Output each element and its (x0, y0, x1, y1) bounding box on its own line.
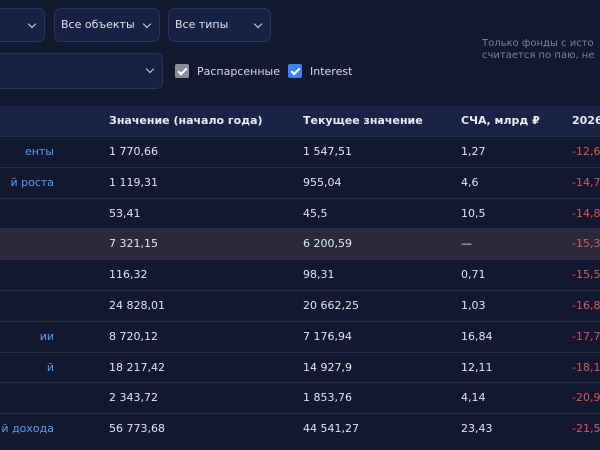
note-text: Только фонды с исто (482, 38, 594, 49)
value-cell: 4,6 (461, 175, 479, 189)
value-cell: -12,6 (572, 145, 600, 158)
value-cell: -15,3 (572, 237, 600, 251)
fund-name[interactable]: й роста (10, 175, 54, 189)
note-text: считается по паю, не (482, 50, 595, 61)
value-cell: 7 176,94 (303, 329, 352, 343)
table-header: Значение (начало года) Текущее значение СЧ… (0, 106, 600, 136)
value-cell: 1 547,51 (303, 145, 352, 158)
table-row[interactable]: 116,32 98,31 0,71 -15,5 (0, 259, 600, 290)
value-cell: 955,04 (303, 175, 342, 189)
table-row[interactable]: 24 828,01 20 662,25 1,03 -16,8 (0, 290, 600, 321)
fund-name[interactable]: й дохода (1, 422, 54, 436)
value-cell: 1,27 (461, 145, 486, 158)
value-cell: 56 773,68 (109, 422, 165, 436)
table-row[interactable]: 53,41 45,5 10,5 -14,8 (0, 197, 600, 229)
select[interactable] (0, 8, 45, 42)
checkbox[interactable]: Распарсенные (175, 64, 280, 78)
value-cell: 0,71 (461, 268, 486, 282)
value-cell: 44 541,27 (303, 422, 359, 436)
value-cell: 20 662,25 (303, 299, 359, 312)
value-cell: 24 828,01 (109, 299, 165, 312)
table-row[interactable]: 7 321,15 6 200,59 — -15,3 (0, 228, 600, 260)
value-cell: -15,5 (572, 268, 600, 282)
table-row[interactable]: й 18 217,42 14 927,9 12,11 -18,1 (0, 351, 600, 383)
checkbox-box[interactable] (288, 64, 302, 78)
value-cell: 45,5 (303, 206, 328, 220)
value-cell: 10,5 (461, 206, 486, 220)
checkbox-label: Распарсенные (197, 64, 280, 78)
checkbox[interactable]: Interest (288, 64, 352, 78)
value-cell: 18 217,42 (109, 360, 165, 374)
value-cell: 2 343,72 (109, 391, 158, 405)
value-cell: 116,32 (109, 268, 148, 282)
select[interactable]: Все типы (168, 8, 271, 42)
value-cell: 14 927,9 (303, 360, 352, 374)
value-cell: 7 321,15 (109, 237, 158, 251)
value-cell: -14,8 (572, 206, 600, 220)
value-cell: -21,5 (572, 422, 600, 436)
value-cell: 98,31 (303, 268, 335, 282)
value-cell: -17,7 (572, 329, 600, 343)
value-cell: -16,8 (572, 299, 600, 312)
table-row[interactable]: й роста 1 119,31 955,04 4,6 -14,7 (0, 166, 600, 198)
value-cell: 1,03 (461, 299, 486, 312)
value-cell: 1 770,66 (109, 145, 158, 158)
header-cell[interactable]: СЧА, млрд ₽ (461, 114, 540, 127)
fund-name[interactable]: енты (24, 145, 54, 158)
fund-name[interactable]: й (46, 360, 54, 374)
select[interactable] (0, 53, 163, 89)
value-cell: 1 853,76 (303, 391, 352, 405)
value-cell: 23,43 (461, 422, 493, 436)
table-row[interactable]: 2 343,72 1 853,76 4,14 -20,9 (0, 382, 600, 413)
value-cell: 53,41 (109, 206, 141, 220)
value-cell: -14,7 (572, 175, 600, 189)
value-cell: -20,9 (572, 391, 600, 405)
header-cell[interactable]: Значение (начало года) (109, 114, 263, 127)
checkbox-label: Interest (310, 64, 353, 78)
table-row[interactable]: й дохода 56 773,68 44 541,27 23,43 -21,5 (0, 413, 600, 444)
value-cell: 1 119,31 (109, 175, 158, 189)
table-row[interactable]: ии 8 720,12 7 176,94 16,84 -17,7 (0, 320, 600, 352)
value-cell: -18,1 (572, 360, 600, 374)
value-cell: 8 720,12 (109, 329, 158, 343)
header-cell[interactable]: Текущее значение (303, 114, 423, 127)
value-cell: 6 200,59 (303, 237, 352, 251)
fund-name[interactable]: ии (39, 329, 54, 343)
value-cell: 16,84 (461, 329, 493, 343)
value-cell: 12,11 (461, 360, 493, 374)
value-cell: 4,14 (461, 391, 486, 405)
select[interactable]: Все объекты (54, 8, 160, 42)
value-cell: — (461, 237, 472, 251)
header-cell[interactable]: 2026 (572, 114, 600, 127)
checkbox-box[interactable] (175, 64, 189, 78)
table-row[interactable]: енты 1 770,66 1 547,51 1,27 -12,6 (0, 136, 600, 167)
